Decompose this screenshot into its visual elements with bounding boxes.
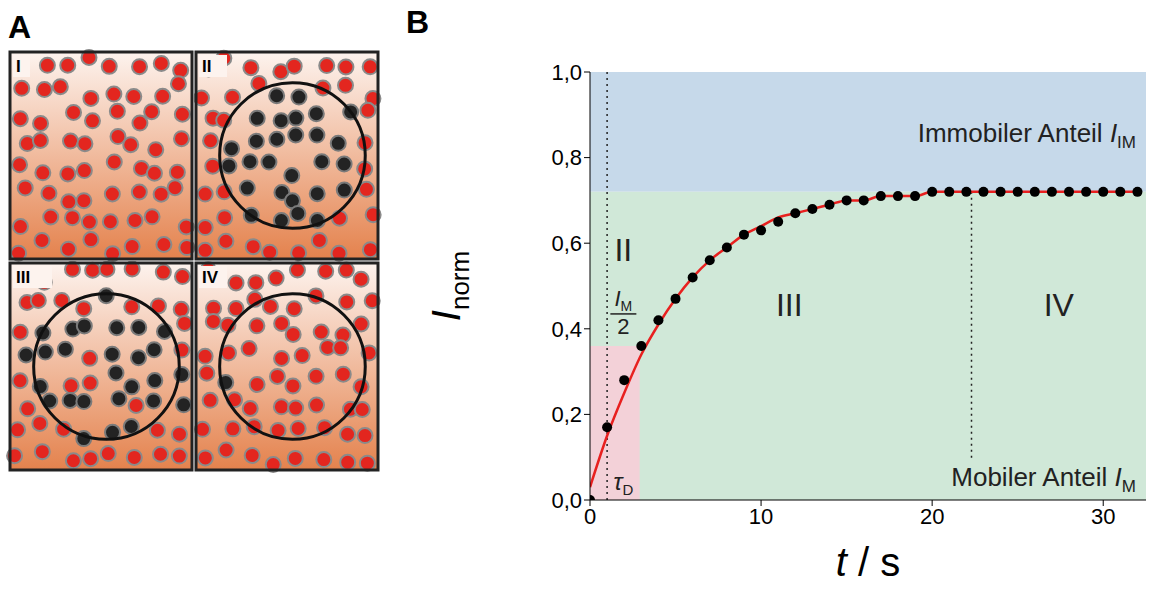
svg-text:II: II <box>614 232 632 268</box>
svg-text:IV: IV <box>202 268 219 287</box>
svg-text:τD: τD <box>613 468 633 498</box>
svg-text:II: II <box>202 57 211 76</box>
svg-text:0: 0 <box>584 504 596 529</box>
svg-text:2: 2 <box>617 314 629 339</box>
svg-text:0,8: 0,8 <box>551 145 582 170</box>
svg-text:Inorm: Inorm <box>424 251 475 321</box>
svg-text:Mobiler Anteil IM: Mobiler Anteil IM <box>951 462 1136 496</box>
svg-text:III: III <box>776 287 803 323</box>
svg-text:0,2: 0,2 <box>551 402 582 427</box>
svg-text:0,6: 0,6 <box>551 231 582 256</box>
html-text:B: B <box>406 4 430 40</box>
svg-text:20: 20 <box>920 504 944 529</box>
svg-text:IV: IV <box>1044 287 1075 323</box>
svg-text:10: 10 <box>749 504 773 529</box>
svg-text:0,4: 0,4 <box>551 317 582 342</box>
svg-text:Immobiler Anteil IIM: Immobiler Anteil IIM <box>918 118 1136 152</box>
svg-text:I: I <box>16 57 21 76</box>
svg-text:IM: IM <box>614 286 632 314</box>
svg-text:t / s: t / s <box>836 540 900 584</box>
svg-text:A: A <box>8 9 31 45</box>
svg-text:30: 30 <box>1091 504 1115 529</box>
svg-text:0,0: 0,0 <box>551 488 582 513</box>
svg-text:III: III <box>16 268 30 287</box>
svg-text:1,0: 1,0 <box>551 60 582 85</box>
